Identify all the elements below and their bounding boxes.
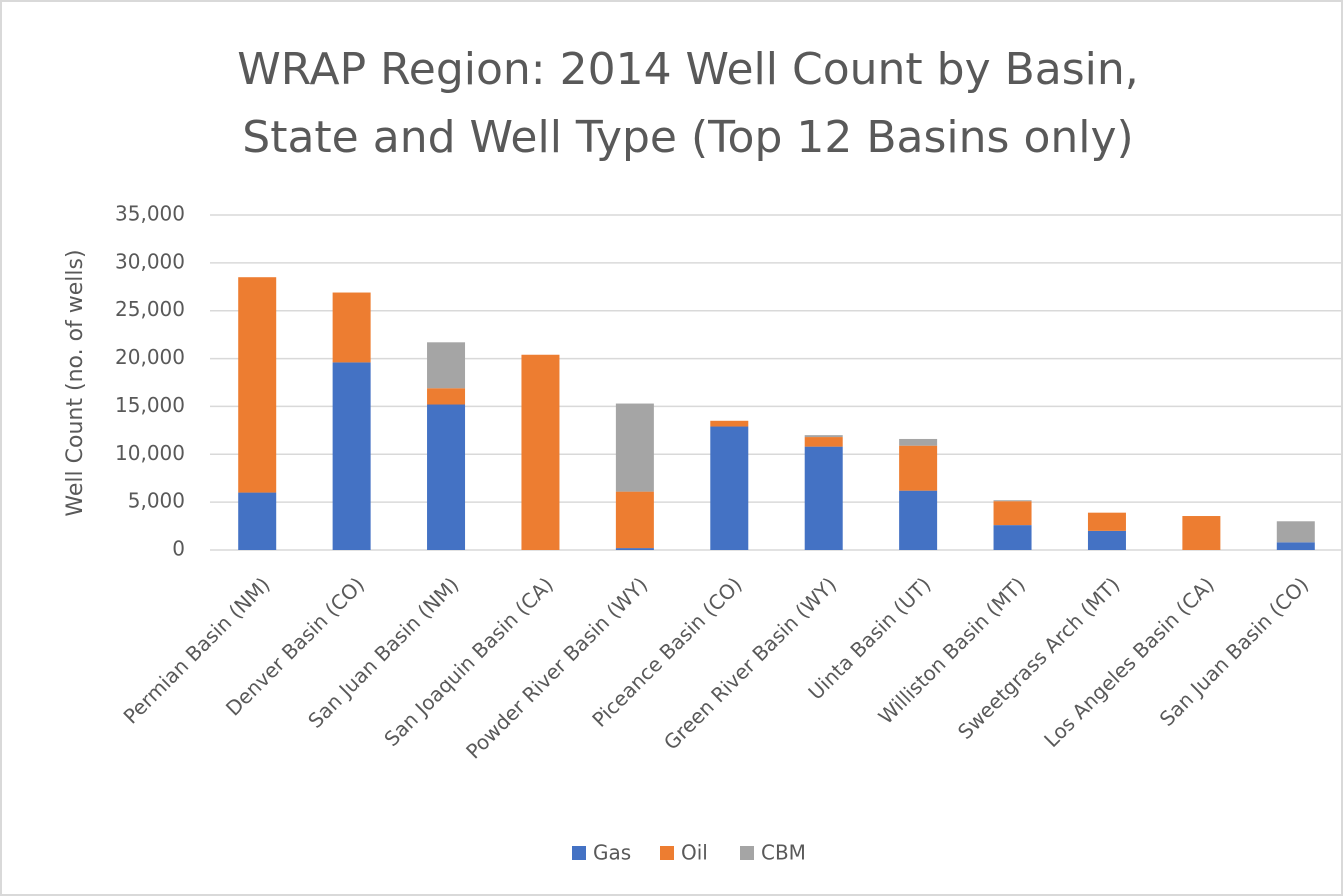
bar-segment [710,426,749,550]
bar-segment [1276,542,1315,550]
bar-segment [427,404,466,550]
chart-title: WRAP Region: 2014 Well Count by Basin, [237,44,1139,95]
y-tick-label: 20,000 [115,345,185,369]
bar-segment [1087,512,1126,531]
bar-segment [521,354,560,550]
bar-segment [238,277,277,493]
y-tick-label: 10,000 [115,441,185,465]
y-tick-label: 35,000 [115,202,185,226]
bar-segment [332,362,371,550]
y-tick-label: 30,000 [115,249,185,273]
bar-segment [1182,516,1221,550]
y-tick-label: 0 [172,537,185,561]
bar-segment [899,445,938,491]
legend-label: Gas [593,841,631,865]
bar-segment [238,492,277,550]
bar-segment [993,525,1032,550]
bar-segment [615,403,654,492]
bar-segment [804,435,843,438]
y-axis-label: Well Count (no. of wells) [63,249,88,516]
bar-segment [710,420,749,427]
y-tick-label: 25,000 [115,297,185,321]
legend-label: Oil [681,841,708,865]
bar-segment [899,490,938,550]
bar-segment [1087,530,1126,550]
bar-segment [993,500,1032,502]
bar-segment [427,342,466,389]
bar-segment [615,548,654,550]
bar-segment [993,501,1032,526]
y-tick-label: 5,000 [128,489,185,513]
bar-segment [615,491,654,549]
legend-swatch [572,846,586,860]
legend-swatch [740,846,754,860]
bar-segment [332,292,371,363]
chart-title: State and Well Type (Top 12 Basins only) [242,112,1133,163]
bar-segment [899,438,938,446]
bar-segment [1276,521,1315,543]
bar-segment [804,437,843,447]
legend-label: CBM [761,841,806,865]
bar-segment [804,446,843,550]
legend-swatch [660,846,674,860]
bar-segment [427,388,466,405]
y-tick-label: 15,000 [115,393,185,417]
